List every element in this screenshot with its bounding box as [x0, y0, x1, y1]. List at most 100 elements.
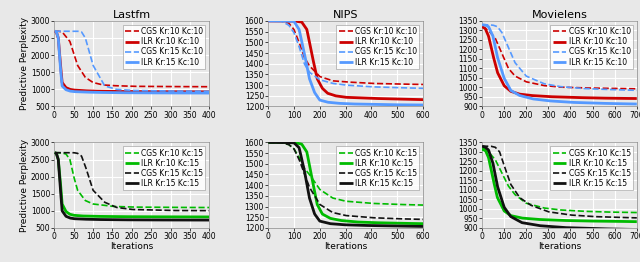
Line: CGS Kr:10 Kc:15: CGS Kr:10 Kc:15 — [55, 153, 209, 208]
CGS Kr:10 Kc:10 — [112, 84, 120, 87]
CGS Kr:15 Kc:15 — [315, 201, 323, 204]
CGS Kr:15 Kc:15 — [163, 209, 171, 212]
CGS Kr:15 Kc:10 — [529, 77, 536, 80]
ILR Kr:10 Kc:15 — [529, 217, 536, 221]
ILR Kr:15 Kc:10 — [478, 23, 486, 26]
CGS Kr:10 Kc:10 — [376, 82, 384, 85]
ILR Kr:10 Kc:10 — [590, 96, 598, 100]
CGS Kr:15 Kc:10 — [362, 85, 369, 88]
CGS Kr:10 Kc:10 — [591, 86, 598, 90]
Legend: CGS Kr:10 Kc:15, ILR Kr:10 Kc:15, CGS Kr:15 Kc:15, ILR Kr:15 Kc:15: CGS Kr:10 Kc:15, ILR Kr:10 Kc:15, CGS Kr… — [123, 146, 205, 190]
ILR Kr:15 Kc:15 — [315, 218, 323, 221]
ILR Kr:15 Kc:15 — [51, 151, 59, 154]
ILR Kr:15 Kc:15 — [590, 227, 598, 230]
ILR Kr:15 Kc:15 — [540, 224, 547, 227]
ILR Kr:15 Kc:10 — [264, 19, 272, 23]
ILR Kr:15 Kc:10 — [575, 101, 583, 104]
Line: ILR Kr:15 Kc:10: ILR Kr:15 Kc:10 — [482, 25, 637, 104]
ILR Kr:15 Kc:15 — [163, 219, 170, 222]
ILR Kr:10 Kc:15 — [101, 215, 109, 218]
ILR Kr:15 Kc:10 — [633, 102, 640, 106]
ILR Kr:10 Kc:15 — [283, 141, 291, 144]
Line: ILR Kr:10 Kc:15: ILR Kr:10 Kc:15 — [268, 143, 423, 224]
CGS Kr:10 Kc:15 — [283, 143, 291, 146]
CGS Kr:15 Kc:15 — [377, 216, 385, 220]
ILR Kr:10 Kc:10 — [362, 97, 369, 100]
Line: CGS Kr:10 Kc:10: CGS Kr:10 Kc:10 — [55, 31, 209, 87]
ILR Kr:10 Kc:10 — [163, 90, 171, 93]
CGS Kr:10 Kc:10 — [377, 82, 385, 85]
CGS Kr:15 Kc:15 — [101, 201, 109, 204]
ILR Kr:15 Kc:15 — [478, 145, 486, 148]
CGS Kr:15 Kc:10 — [497, 29, 504, 32]
CGS Kr:15 Kc:15 — [51, 151, 59, 154]
CGS Kr:10 Kc:10 — [315, 74, 323, 77]
Line: CGS Kr:10 Kc:15: CGS Kr:10 Kc:15 — [482, 150, 637, 212]
CGS Kr:15 Kc:15 — [112, 206, 120, 209]
CGS Kr:10 Kc:10 — [205, 85, 213, 88]
CGS Kr:15 Kc:10 — [591, 88, 598, 91]
CGS Kr:15 Kc:10 — [633, 89, 640, 92]
ILR Kr:15 Kc:10 — [377, 103, 385, 106]
ILR Kr:15 Kc:15 — [575, 227, 583, 230]
ILR Kr:10 Kc:15 — [264, 141, 272, 144]
ILR Kr:10 Kc:15 — [591, 220, 598, 223]
CGS Kr:15 Kc:15 — [478, 145, 486, 148]
X-axis label: Iterations: Iterations — [324, 243, 367, 252]
CGS Kr:15 Kc:10 — [51, 30, 59, 33]
ILR Kr:10 Kc:10 — [419, 98, 427, 101]
CGS Kr:15 Kc:15 — [283, 143, 291, 146]
ILR Kr:10 Kc:15 — [315, 206, 323, 209]
Legend: CGS Kr:10 Kc:10, ILR Kr:10 Kc:10, CGS Kr:15 Kc:10, ILR Kr:15 Kc:10: CGS Kr:10 Kc:10, ILR Kr:10 Kc:10, CGS Kr… — [123, 25, 205, 69]
ILR Kr:10 Kc:15 — [326, 216, 333, 220]
Line: ILR Kr:10 Kc:10: ILR Kr:10 Kc:10 — [55, 31, 209, 92]
ILR Kr:10 Kc:15 — [51, 151, 59, 154]
ILR Kr:15 Kc:15 — [497, 195, 504, 198]
ILR Kr:15 Kc:15 — [101, 218, 109, 221]
CGS Kr:10 Kc:15 — [377, 202, 385, 205]
CGS Kr:15 Kc:10 — [264, 19, 272, 23]
ILR Kr:10 Kc:10 — [575, 96, 583, 99]
CGS Kr:10 Kc:15 — [575, 210, 583, 213]
ILR Kr:10 Kc:10 — [376, 97, 384, 100]
CGS Kr:15 Kc:15 — [591, 215, 598, 218]
CGS Kr:15 Kc:10 — [419, 87, 427, 90]
ILR Kr:10 Kc:10 — [112, 90, 120, 93]
CGS Kr:10 Kc:10 — [540, 84, 547, 87]
CGS Kr:15 Kc:15 — [362, 216, 369, 219]
CGS Kr:10 Kc:15 — [419, 204, 427, 207]
ILR Kr:10 Kc:15 — [377, 221, 385, 224]
ILR Kr:15 Kc:10 — [51, 30, 59, 33]
ILR Kr:15 Kc:10 — [326, 101, 333, 104]
ILR Kr:15 Kc:10 — [101, 91, 109, 94]
CGS Kr:10 Kc:10 — [101, 84, 109, 87]
CGS Kr:15 Kc:15 — [540, 208, 547, 211]
CGS Kr:10 Kc:15 — [633, 211, 640, 214]
CGS Kr:10 Kc:15 — [205, 206, 213, 209]
CGS Kr:15 Kc:10 — [283, 23, 291, 26]
CGS Kr:15 Kc:15 — [497, 154, 504, 157]
CGS Kr:10 Kc:15 — [376, 202, 384, 205]
CGS Kr:15 Kc:15 — [70, 151, 77, 154]
ILR Kr:10 Kc:10 — [315, 80, 323, 83]
CGS Kr:10 Kc:15 — [101, 204, 109, 207]
CGS Kr:10 Kc:15 — [591, 210, 598, 213]
Line: CGS Kr:15 Kc:10: CGS Kr:15 Kc:10 — [482, 25, 637, 90]
Line: ILR Kr:10 Kc:15: ILR Kr:10 Kc:15 — [55, 153, 209, 217]
CGS Kr:15 Kc:10 — [163, 89, 170, 92]
ILR Kr:15 Kc:15 — [326, 222, 333, 225]
ILR Kr:15 Kc:15 — [362, 224, 369, 227]
ILR Kr:10 Kc:15 — [590, 220, 598, 223]
CGS Kr:10 Kc:15 — [315, 187, 323, 190]
ILR Kr:15 Kc:15 — [205, 219, 213, 222]
ILR Kr:15 Kc:15 — [377, 224, 385, 227]
CGS Kr:10 Kc:10 — [264, 19, 272, 23]
ILR Kr:15 Kc:15 — [633, 228, 640, 231]
ILR Kr:10 Kc:10 — [163, 90, 170, 93]
Legend: CGS Kr:10 Kc:10, ILR Kr:10 Kc:10, CGS Kr:15 Kc:10, ILR Kr:15 Kc:10: CGS Kr:10 Kc:10, ILR Kr:10 Kc:10, CGS Kr… — [550, 25, 633, 69]
CGS Kr:10 Kc:15 — [540, 206, 547, 209]
ILR Kr:10 Kc:15 — [478, 146, 486, 150]
CGS Kr:15 Kc:10 — [148, 89, 156, 92]
CGS Kr:15 Kc:10 — [478, 23, 486, 26]
ILR Kr:15 Kc:10 — [591, 102, 598, 105]
